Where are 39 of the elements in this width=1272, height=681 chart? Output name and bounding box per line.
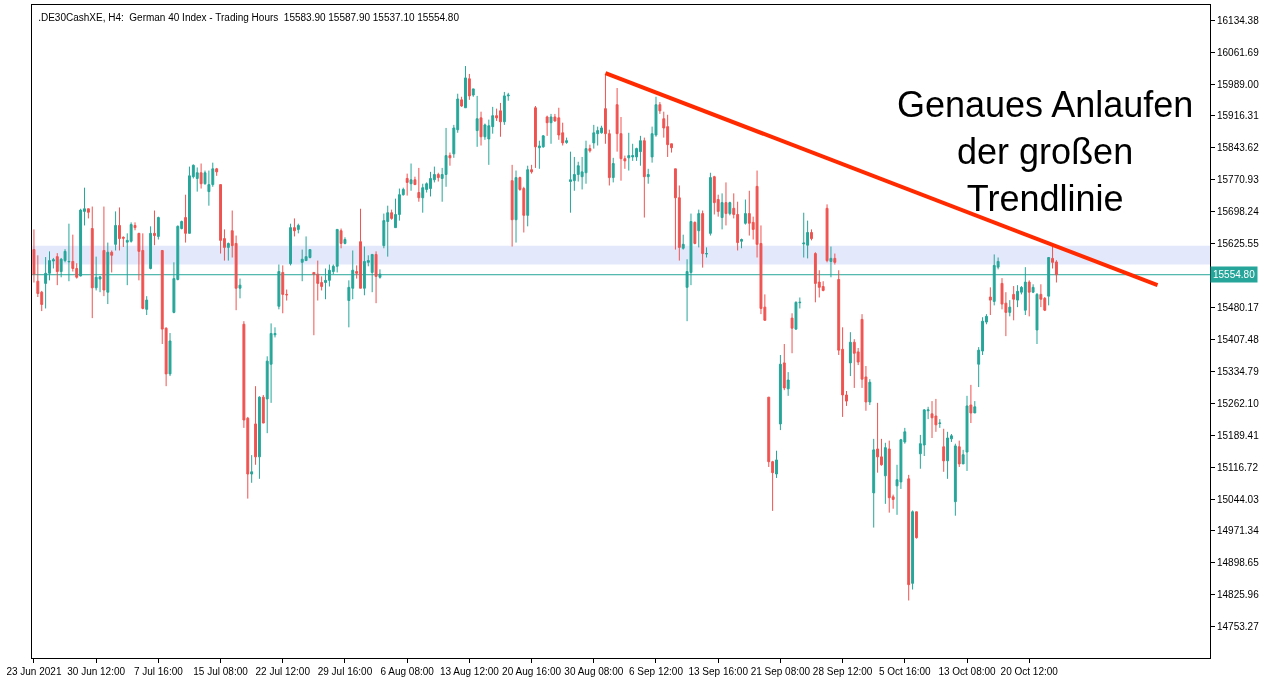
y-tick-label: 15189.41 [1217, 429, 1260, 441]
y-tick-label: 15262.10 [1217, 397, 1260, 409]
x-tick-label: 30 Jun 12:00 [67, 666, 126, 677]
y-tick-label: 15698.24 [1217, 206, 1260, 218]
y-tick-label: 16061.69 [1217, 46, 1260, 58]
y-tick-label: 15116.72 [1217, 461, 1259, 473]
y-tick-label: 15334.79 [1217, 365, 1260, 377]
x-tick-label: 13 Aug 12:00 [439, 666, 500, 677]
y-tick-label: 16134.38 [1217, 14, 1260, 26]
x-tick-label: 20 Oct 12:00 [1000, 666, 1059, 677]
annotation: Genaues Anlaufen der großen Trendlinie [897, 84, 1194, 219]
x-tick-label: 13 Oct 08:00 [938, 666, 997, 677]
x-tick-label: 6 Aug 08:00 [380, 666, 435, 677]
y-tick-label: 15407.48 [1217, 333, 1260, 345]
x-tick-label: 29 Jul 16:00 [317, 666, 373, 677]
x-tick-label: 23 Jun 2021 [6, 666, 62, 677]
ref-line-label: 15554.80 [1213, 269, 1256, 280]
x-tick-label: 20 Aug 16:00 [502, 666, 562, 677]
y-tick-label: 15625.55 [1217, 238, 1260, 250]
y-tick-label: 15843.62 [1217, 142, 1260, 154]
y-tick-label: 15989.00 [1217, 78, 1260, 90]
y-tick-label: 14825.96 [1217, 589, 1260, 601]
y-tick-label: 15044.03 [1217, 493, 1260, 505]
x-tick-label: 28 Sep 12:00 [812, 666, 873, 677]
x-tick-label: 5 Oct 16:00 [878, 666, 932, 677]
text: .DE30CashXE, H4: German 40 Index - Trading Hours 15583.90 15587.90 15537.10 15554.80 [38, 11, 460, 23]
x-tick-label: 30 Aug 08:00 [564, 666, 624, 677]
y-tick-label: 14753.27 [1217, 621, 1260, 633]
y-tick-label: 15770.93 [1217, 174, 1260, 186]
x-tick-label: 15 Jul 08:00 [193, 666, 249, 677]
y-tick-label: 14898.65 [1217, 557, 1260, 569]
y-tick-label: 15480.17 [1217, 301, 1260, 313]
x-tick-label: 21 Sep 08:00 [750, 666, 811, 677]
x-tick-label: 7 Jul 16:00 [133, 666, 184, 677]
x-tick-label: 22 Jul 12:00 [255, 666, 311, 677]
x-tick-label: 13 Sep 16:00 [688, 666, 749, 677]
y-tick-label: 14971.34 [1217, 525, 1260, 537]
y-tick-label: 15916.31 [1217, 110, 1260, 122]
x-tick-label: 6 Sep 12:00 [629, 666, 684, 677]
